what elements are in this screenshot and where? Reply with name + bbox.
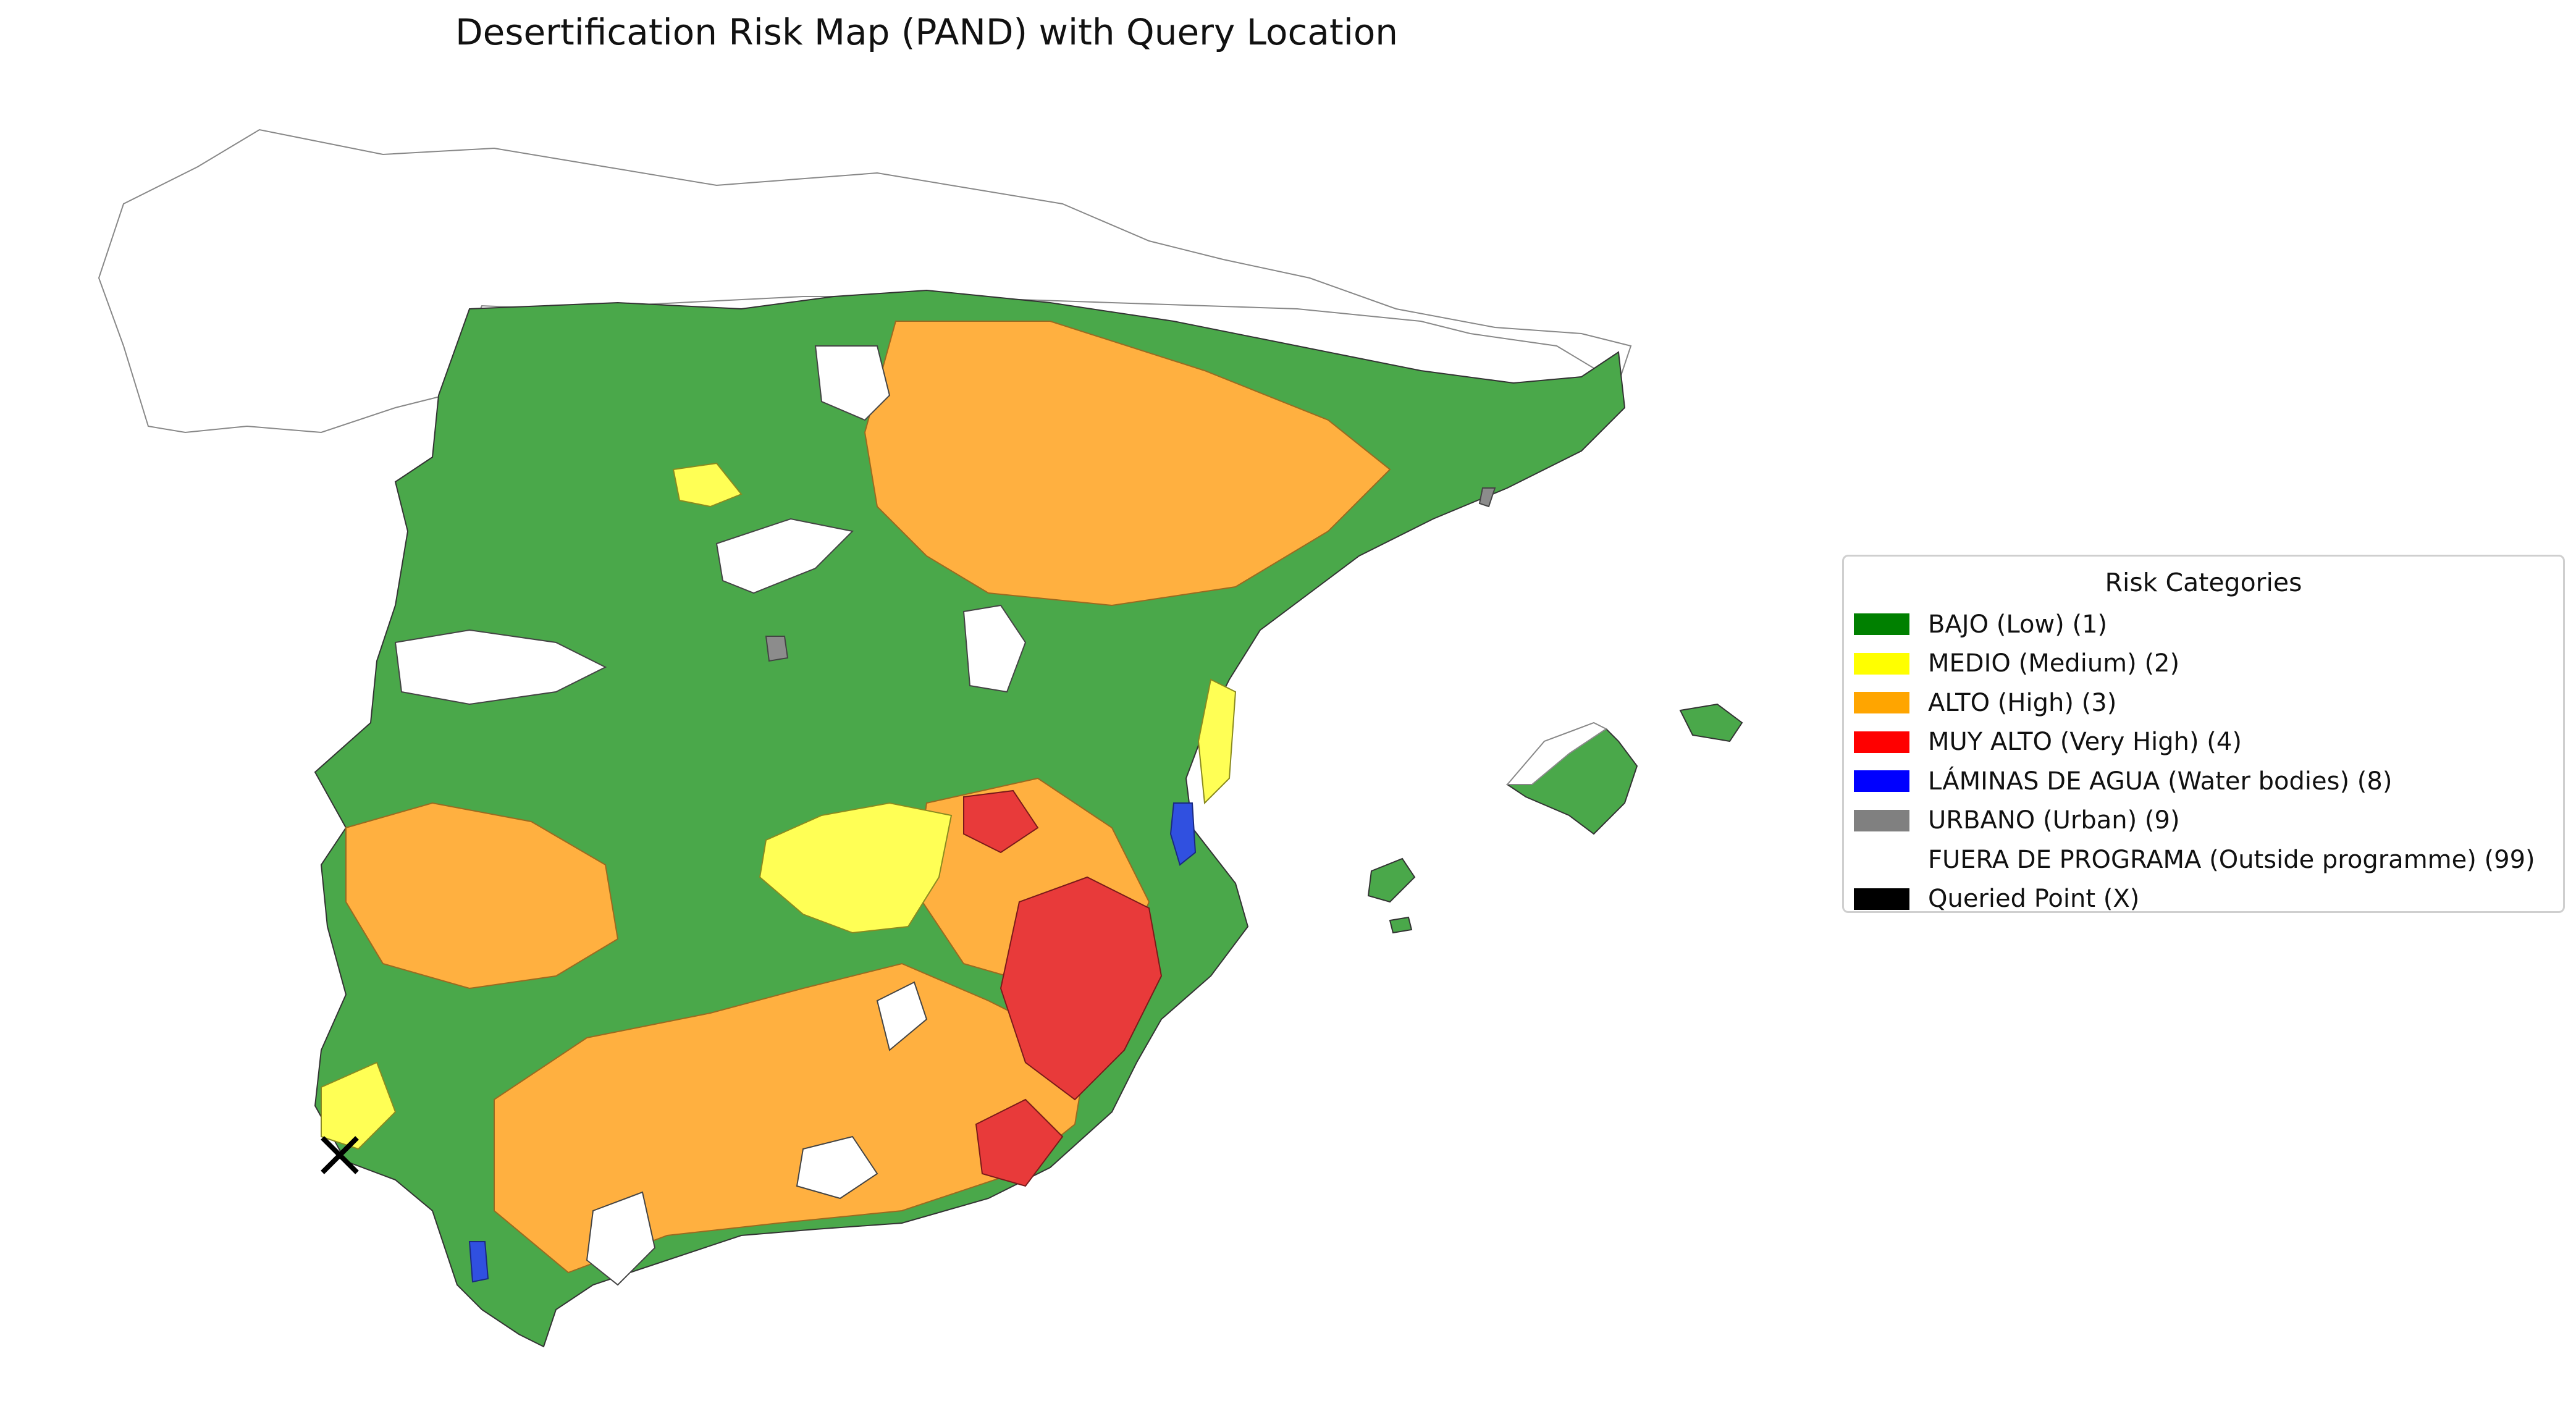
legend-label-alto: ALTO (High) (3)	[1928, 688, 2117, 717]
legend-label-urbano: URBANO (Urban) (9)	[1928, 806, 2180, 835]
legend-swatch-urbano	[1854, 809, 1909, 831]
legend-swatch-bajo	[1854, 613, 1909, 636]
legend-swatch-muy-alto	[1854, 731, 1909, 753]
outside-programme-gap-2	[394, 629, 607, 705]
legend-item-urbano: URBANO (Urban) (9)	[1854, 801, 2553, 841]
legend-label-muy-alto: MUY ALTO (Very High) (4)	[1928, 728, 2242, 757]
outside-programme-gap-5	[796, 1135, 878, 1200]
legend-item-laminas-de-agua: LÁMINAS DE AGUA (Water bodies) (8)	[1854, 762, 2553, 801]
legend-item-alto: ALTO (High) (3)	[1854, 683, 2553, 723]
legend-swatch-fuera-de-programa	[1854, 849, 1909, 871]
very-high-risk-zone-almeria	[975, 1098, 1064, 1187]
island-ibiza[interactable]	[1367, 857, 1416, 903]
very-high-risk-zone-east	[963, 789, 1039, 854]
outside-programme-gap-4	[715, 518, 854, 594]
legend-label-queried-point: Queried Point (X)	[1928, 885, 2140, 914]
legend: Risk Categories BAJO (Low) (1) MEDIO (Me…	[1842, 555, 2565, 913]
map-title: Desertification Risk Map (PAND) with Que…	[455, 11, 1399, 53]
island-mallorca-north-outside	[1505, 722, 1607, 785]
risk-map[interactable]	[0, 0, 1853, 1422]
island-menorca[interactable]	[1679, 703, 1743, 743]
high-risk-zone-west	[345, 802, 619, 990]
outside-programme-gap-3	[962, 604, 1027, 693]
medium-risk-zone-north	[672, 462, 743, 508]
legend-label-laminas-de-agua: LÁMINAS DE AGUA (Water bodies) (8)	[1928, 767, 2393, 796]
legend-label-bajo: BAJO (Low) (1)	[1928, 610, 2108, 639]
queried-point-x-icon[interactable]	[321, 1136, 359, 1174]
very-high-risk-zone-murcia	[1000, 876, 1163, 1101]
legend-item-queried-point: Queried Point (X)	[1854, 880, 2553, 919]
legend-title: Risk Categories	[2105, 568, 2302, 597]
legend-label-medio: MEDIO (Medium) (2)	[1928, 649, 2180, 678]
urban-area-northeast	[1478, 487, 1496, 508]
legend-swatch-medio	[1854, 652, 1909, 675]
legend-item-fuera-de-programa: FUERA DE PROGRAMA (Outside programme) (9…	[1854, 840, 2553, 880]
medium-risk-zone-la-mancha	[759, 802, 953, 934]
water-body-albufera	[1169, 802, 1197, 866]
legend-item-medio: MEDIO (Medium) (2)	[1854, 644, 2553, 684]
medium-risk-zone-southwest	[321, 1061, 397, 1150]
high-risk-zone-ebro	[864, 321, 1391, 607]
island-formentera[interactable]	[1389, 916, 1413, 934]
legend-swatch-queried-point	[1854, 888, 1909, 910]
legend-swatch-alto	[1854, 692, 1909, 714]
legend-items: BAJO (Low) (1) MEDIO (Medium) (2) ALTO (…	[1854, 605, 2553, 919]
legend-item-bajo: BAJO (Low) (1)	[1854, 605, 2553, 644]
outside-programme-gap-1	[814, 345, 891, 421]
medium-risk-zone-valencia	[1197, 678, 1237, 805]
legend-item-muy-alto: MUY ALTO (Very High) (4)	[1854, 723, 2553, 762]
water-body-guadalquivir	[468, 1241, 489, 1283]
urban-area	[765, 636, 789, 662]
legend-swatch-laminas-de-agua	[1854, 770, 1909, 793]
outside-programme-gap-7	[876, 981, 928, 1051]
outside-programme-gap-6	[586, 1191, 656, 1286]
legend-label-fuera-de-programa: FUERA DE PROGRAMA (Outside programme) (9…	[1928, 845, 2535, 874]
